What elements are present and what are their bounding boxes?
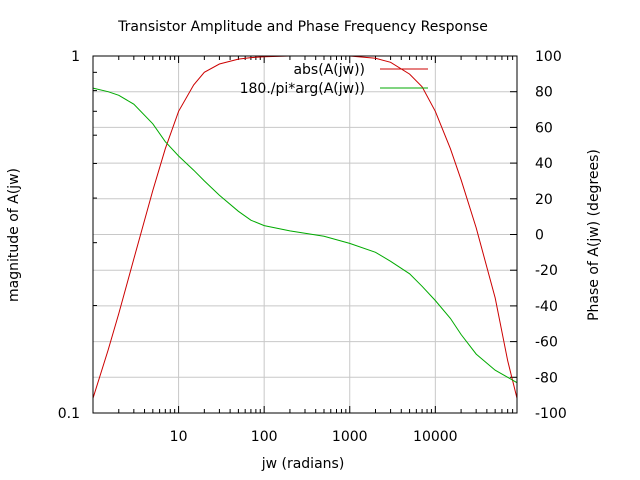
legend-label: abs(A(jw)) bbox=[293, 62, 365, 78]
y2-tick-label: -20 bbox=[535, 263, 558, 279]
y2-tick-label: 20 bbox=[535, 192, 553, 208]
y2-tick-label: 80 bbox=[535, 85, 553, 101]
tick-marks bbox=[93, 55, 518, 414]
phase-series-line bbox=[92, 87, 518, 384]
magnitude-series-line bbox=[92, 55, 518, 399]
series-layer bbox=[92, 55, 518, 399]
y-tick-label: 0.1 bbox=[58, 406, 80, 422]
y2-tick-label: 100 bbox=[535, 49, 562, 65]
y2-tick-label: -60 bbox=[535, 335, 558, 351]
y2-tick-label: -80 bbox=[535, 370, 558, 386]
y2-tick-label: -100 bbox=[535, 406, 567, 422]
chart-title: Transistor Amplitude and Phase Frequency… bbox=[117, 19, 488, 35]
grid bbox=[93, 56, 517, 413]
x-tick-label: 10 bbox=[170, 429, 188, 445]
y-axis-label: magnitude of A(jw) bbox=[6, 168, 22, 302]
x-axis-label: jw (radians) bbox=[261, 456, 345, 472]
y2-tick-label: 60 bbox=[535, 120, 553, 136]
legend: abs(A(jw)) 180./pi*arg(A(jw)) bbox=[240, 62, 428, 97]
y2-tick-label: -40 bbox=[535, 299, 558, 315]
plot-frame bbox=[92, 55, 518, 414]
x-tick-label: 10000 bbox=[413, 429, 458, 445]
x-tick-label: 100 bbox=[251, 429, 278, 445]
y2-tick-label: 0 bbox=[535, 228, 544, 244]
legend-label: 180./pi*arg(A(jw)) bbox=[240, 81, 365, 97]
y2-axis-label: Phase of A(jw) (degrees) bbox=[586, 149, 602, 321]
x-tick-label: 1000 bbox=[332, 429, 368, 445]
tick-labels: 10 100 1000 10000 100 80 60 40 20 0 -20 -40 -60 -80 -1… bbox=[58, 49, 567, 445]
y-tick-label: 1 bbox=[71, 49, 80, 65]
y2-tick-label: 40 bbox=[535, 156, 553, 172]
